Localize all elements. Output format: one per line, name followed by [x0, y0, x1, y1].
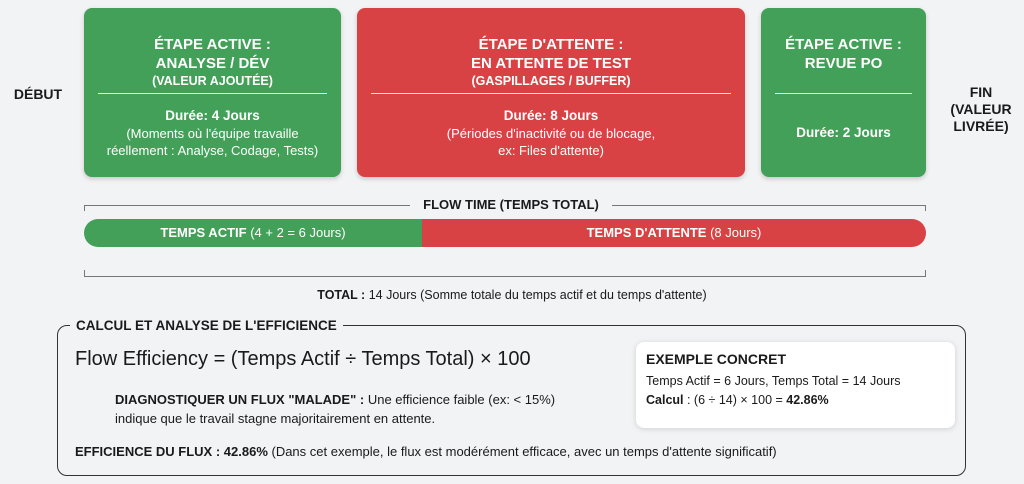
- stage-title: ANALYSE / DÉV: [155, 55, 270, 72]
- bracket-tick: [84, 205, 85, 211]
- active-time-detail: (4 + 2 = 6 Jours): [250, 225, 346, 240]
- total-label: TOTAL :: [317, 288, 366, 302]
- end-label: FIN (VALEUR LIVRÉE): [945, 84, 1017, 135]
- stage-description: réellement : Analyse, Codage, Tests): [106, 143, 319, 158]
- bracket-tick: [925, 270, 926, 276]
- stage-subtitle: (VALEUR AJOUTÉE): [152, 74, 273, 88]
- total-bracket-line: [84, 276, 926, 277]
- active-time-label: TEMPS ACTIF: [160, 225, 247, 240]
- calc-result: 42.86%: [786, 393, 829, 407]
- stage-title: EN ATTENTE DE TEST: [470, 55, 631, 72]
- stage-revue-po: ÉTAPE ACTIVE : REVUE PO Durée: 2 Jours: [761, 8, 926, 177]
- bracket-tick: [84, 270, 85, 276]
- stage-duration: Durée: 8 Jours: [503, 108, 599, 123]
- waiting-time-bar: TEMPS D'ATTENTE (8 Jours): [422, 219, 926, 247]
- efficiency-label: EFFICIENCE DU FLUX :: [75, 444, 221, 459]
- stage-title: ÉTAPE D'ATTENTE :: [478, 36, 624, 53]
- waiting-time-label: TEMPS D'ATTENTE: [586, 225, 707, 240]
- diagnostic-body: indique que le travail stagne majoritair…: [115, 411, 436, 426]
- total-text: TOTAL : 14 Jours (Somme totale du temps …: [0, 288, 1024, 302]
- bracket-line: [612, 205, 926, 206]
- active-time-bar: TEMPS ACTIF (4 + 2 = 6 Jours): [84, 219, 422, 247]
- bracket-tick: [925, 205, 926, 211]
- diagnostic-text: DIAGNOSTIQUER UN FLUX "MALADE" : Une eff…: [115, 390, 625, 428]
- efficiency-analysis-panel: [57, 325, 966, 476]
- total-value: 14 Jours (Somme totale du temps actif et…: [368, 288, 707, 302]
- stage-duration: Durée: 2 Jours: [796, 125, 891, 140]
- waiting-time-detail: (8 Jours): [710, 225, 762, 240]
- calc-label: Calcul: [646, 393, 684, 407]
- efficiency-result: EFFICIENCE DU FLUX : 42.86% (Dans cet ex…: [75, 444, 777, 459]
- divider: [98, 93, 327, 94]
- example-title: EXEMPLE CONCRET: [646, 351, 787, 367]
- end-label-line: (VALEUR: [950, 101, 1012, 117]
- stage-attente-test: ÉTAPE D'ATTENTE : EN ATTENTE DE TEST (GA…: [357, 8, 745, 177]
- diagnostic-body: Une efficience faible (ex: < 15%): [364, 392, 556, 407]
- divider: [775, 93, 912, 94]
- diagnostic-label: DIAGNOSTIQUER UN FLUX "MALADE" :: [115, 392, 365, 407]
- end-label-line: FIN: [969, 84, 993, 100]
- stage-analyse-dev: ÉTAPE ACTIVE : ANALYSE / DÉV (VALEUR AJO…: [84, 8, 341, 177]
- end-label-line: LIVRÉE): [953, 118, 1009, 134]
- stage-description: (Périodes d'inactivité ou de blocage,: [446, 126, 656, 141]
- stage-subtitle: (GASPILLAGES / BUFFER): [471, 74, 631, 88]
- example-calc: Calcul : (6 ÷ 14) × 100 = 42.86%: [646, 393, 945, 407]
- stage-description: (Moments où l'équipe travaille: [126, 126, 299, 141]
- example-values: Temps Actif = 6 Jours, Temps Total = 14 …: [646, 374, 901, 388]
- divider: [371, 93, 731, 94]
- efficiency-note: (Dans cet exemple, le flux est modérémen…: [267, 444, 777, 459]
- start-label: DÉBUT: [13, 86, 63, 102]
- flow-time-label: FLOW TIME (TEMPS TOTAL): [423, 197, 599, 212]
- efficiency-value: 42.86%: [220, 444, 268, 459]
- formula: Flow Efficiency = (Temps Actif ÷ Temps T…: [75, 348, 531, 370]
- example-card: EXEMPLE CONCRET Temps Actif = 6 Jours, T…: [636, 342, 955, 428]
- stage-description: ex: Files d'attente): [498, 143, 604, 158]
- stage-title: REVUE PO: [804, 55, 883, 72]
- stage-title: ÉTAPE ACTIVE :: [785, 36, 902, 53]
- stage-duration: Durée: 4 Jours: [165, 108, 260, 123]
- calc-expression: : (6 ÷ 14) × 100 =: [683, 393, 787, 407]
- stage-title: ÉTAPE ACTIVE :: [154, 36, 271, 53]
- bracket-line: [84, 205, 410, 206]
- analysis-title: CALCUL ET ANALYSE DE L'EFFICIENCE: [70, 318, 343, 333]
